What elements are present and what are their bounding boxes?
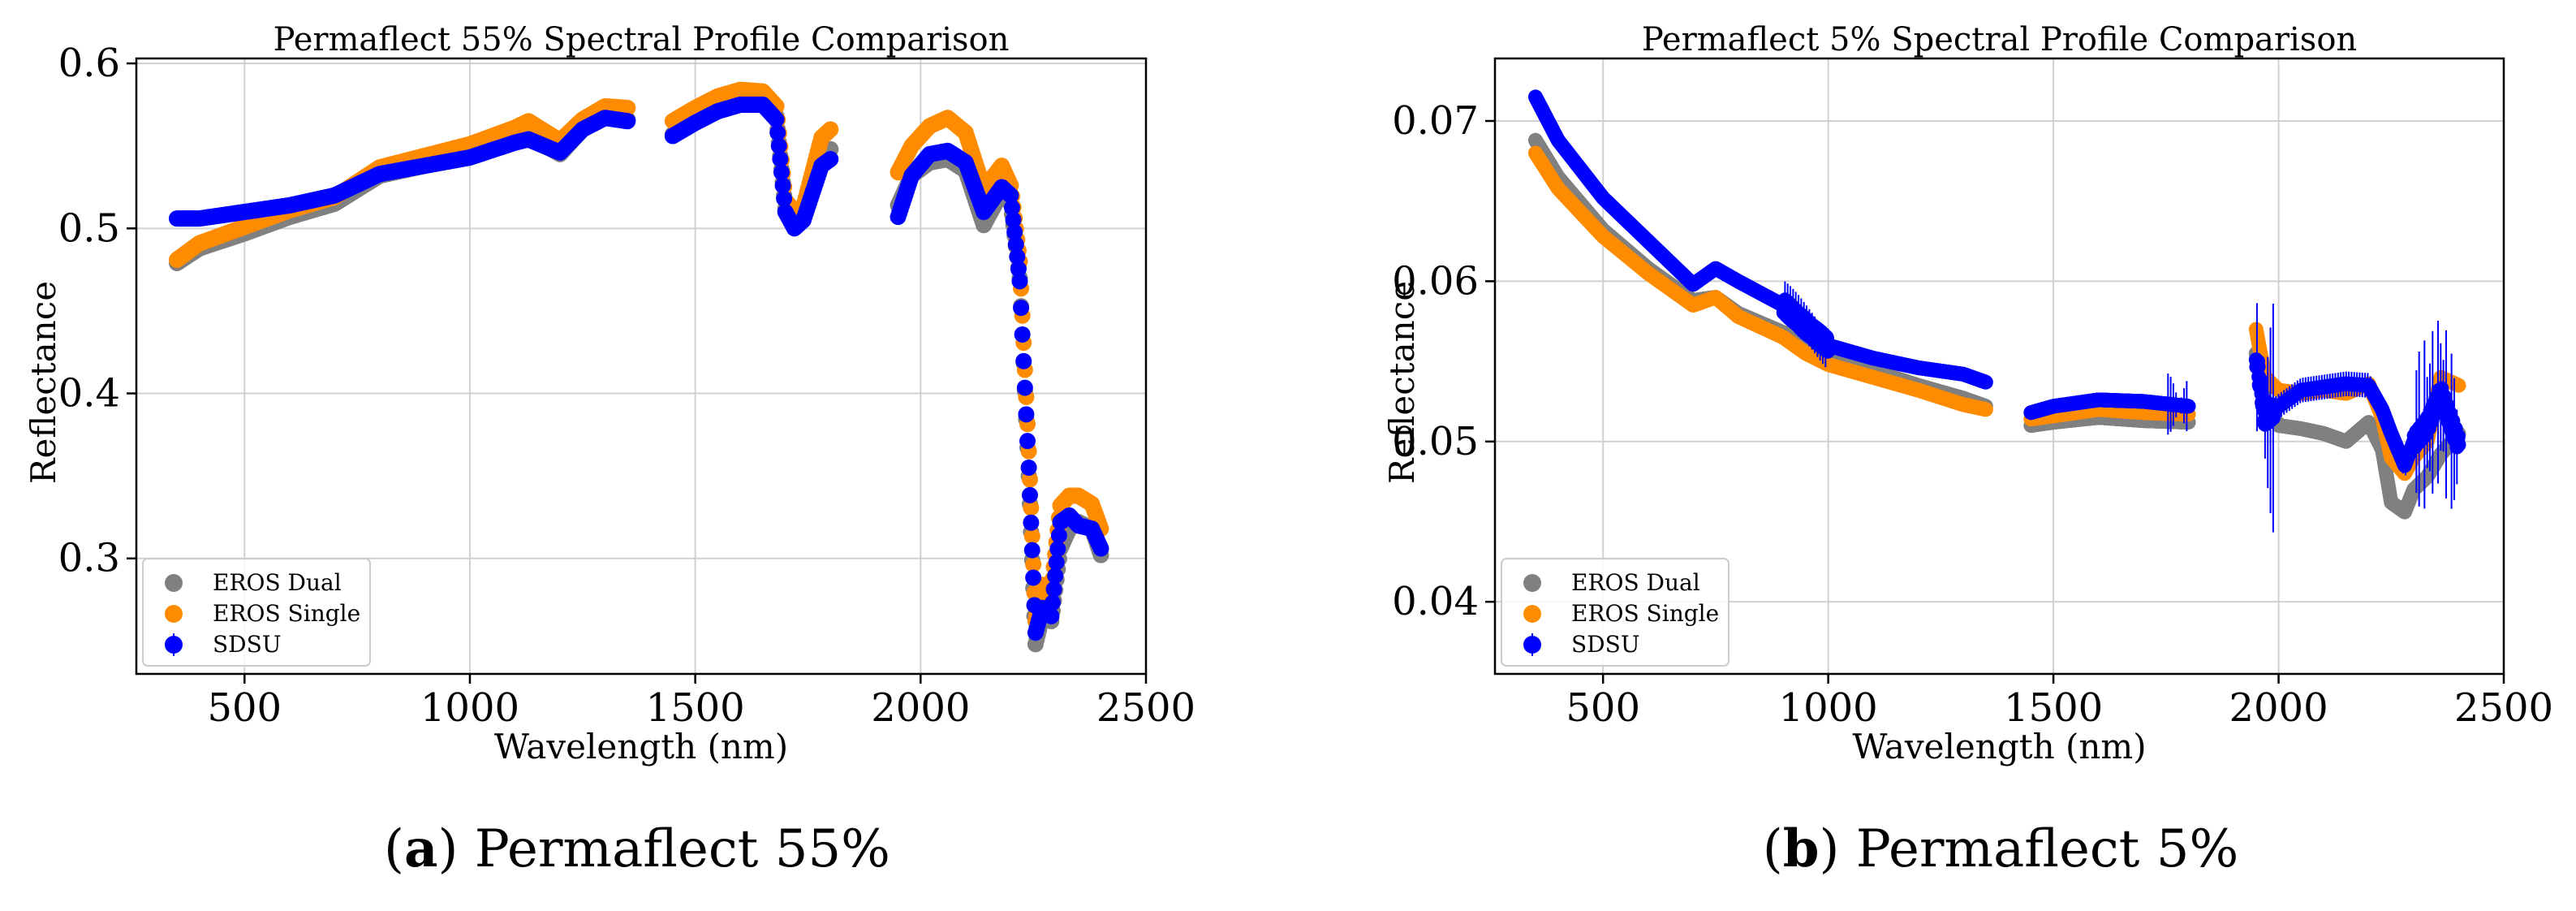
chart-title: Permaflect 55% Spectral Profile Comparis… [274,21,1010,58]
data-point [1014,326,1031,343]
data-point [1023,514,1040,531]
data-point [1018,406,1035,423]
x-tick-label: 2500 [1096,685,1195,731]
data-point [1019,433,1036,450]
data-point [1016,379,1033,396]
legend-label: SDSU [213,631,281,658]
legend-label: EROS Dual [213,569,342,596]
legend-label: EROS Single [213,600,360,627]
data-point [1025,569,1042,586]
data-point [1020,459,1037,476]
data-point [1092,540,1109,557]
y-tick-label: 0.4 [58,371,120,417]
series-sdsu [168,96,1109,641]
legend-marker [165,605,183,623]
chart-permaflect-55: 500 1000 1500 2000 2500 0.3 0.4 0.5 0.6 Permaflec… [24,21,1195,766]
data-point [1023,542,1040,559]
x-tick-label: 500 [207,685,282,731]
y-tick-label: 0.3 [58,536,120,581]
y-tick-label: 0.6 [58,41,120,86]
legend: EROS Dual EROS Single SDSU [142,558,371,667]
data-point [1011,273,1028,290]
data-point [1021,471,1038,488]
data-point [1025,556,1042,573]
chart-permaflect-5: 500 1000 1500 2000 25000.040.050.060.07Perma… [1382,21,2553,766]
data-point [619,99,636,116]
data-point [619,113,636,130]
y-tick-label: 0.5 [58,205,120,251]
data-point [1021,486,1038,503]
data-point [1023,499,1040,516]
data-point [822,121,839,138]
data-point [1023,528,1040,545]
legend-marker [165,574,183,592]
x-tick-label: 1500 [646,685,745,731]
data-point [1013,300,1030,317]
legend-marker [165,636,183,654]
data-point [1015,352,1032,369]
data-point [822,150,839,167]
x-tick-label: 1000 [420,685,519,731]
x-tick-label: 2000 [871,685,970,731]
data-point [1978,402,1993,417]
x-axis-label: Wavelength (nm) [494,727,788,766]
series-eros-dual [1527,132,2466,520]
y-axis-label: Reflectance [24,281,63,484]
